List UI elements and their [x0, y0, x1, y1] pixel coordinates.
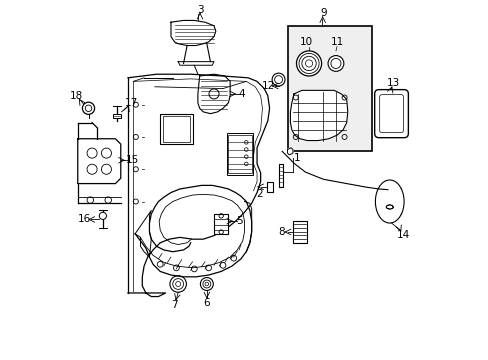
Circle shape: [99, 212, 106, 220]
Text: 6: 6: [203, 298, 210, 308]
FancyBboxPatch shape: [379, 95, 403, 133]
Text: 14: 14: [396, 230, 409, 239]
Text: 17: 17: [124, 98, 138, 108]
Text: 4: 4: [238, 89, 244, 99]
Text: 13: 13: [386, 78, 400, 88]
Bar: [292, 221, 306, 243]
Bar: [266, 182, 272, 192]
Text: 2: 2: [256, 189, 263, 199]
Bar: [160, 114, 192, 144]
Text: 9: 9: [320, 8, 326, 18]
Text: 3: 3: [197, 5, 203, 15]
Polygon shape: [290, 90, 347, 140]
Bar: [214, 214, 228, 234]
Bar: [287, 26, 371, 151]
Text: 10: 10: [299, 37, 312, 47]
Text: 5: 5: [236, 216, 243, 226]
Bar: [226, 134, 253, 175]
Bar: [228, 135, 251, 173]
Text: 8: 8: [277, 227, 284, 237]
Text: 18: 18: [70, 91, 83, 101]
Bar: [163, 116, 190, 141]
Circle shape: [327, 55, 343, 71]
Bar: [113, 114, 121, 118]
Text: 7: 7: [171, 300, 178, 310]
Polygon shape: [287, 148, 292, 155]
Text: 16: 16: [78, 215, 91, 224]
FancyBboxPatch shape: [374, 90, 407, 138]
Text: 15: 15: [126, 155, 139, 165]
Text: 12: 12: [262, 81, 275, 91]
Bar: [278, 164, 282, 187]
Circle shape: [82, 102, 94, 114]
Text: 11: 11: [330, 37, 343, 47]
Circle shape: [296, 51, 321, 76]
Text: 1: 1: [294, 153, 300, 163]
